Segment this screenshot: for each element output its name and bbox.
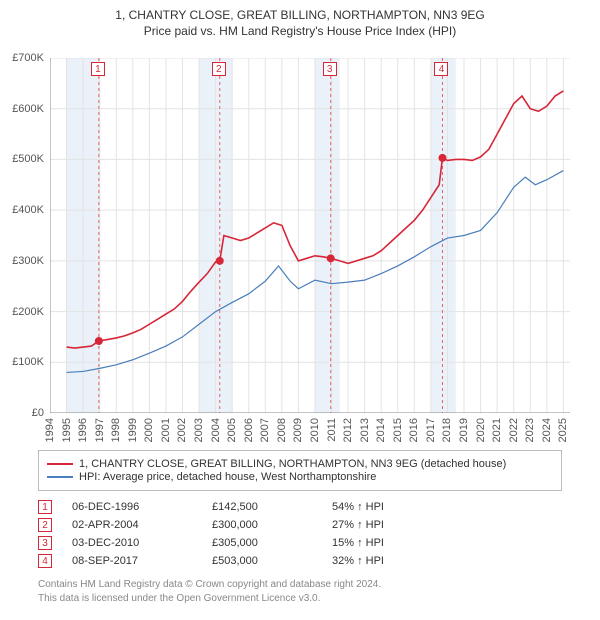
x-tick-label: 1999 [127, 418, 139, 442]
sales-row-date: 08-SEP-2017 [72, 555, 212, 567]
x-tick-label: 1997 [94, 418, 106, 442]
sale-badge: 3 [323, 62, 337, 76]
x-tick-label: 2012 [342, 418, 354, 442]
sales-row-date: 03-DEC-2010 [72, 537, 212, 549]
sales-row-pct: 54% ↑ HPI [332, 501, 492, 513]
y-tick-label: £200K [0, 306, 44, 318]
y-tick-label: £400K [0, 204, 44, 216]
x-tick-label: 2020 [475, 418, 487, 442]
sale-marker-dot [95, 337, 103, 345]
x-tick-label: 2011 [326, 418, 338, 442]
x-tick-label: 2018 [441, 418, 453, 442]
sales-row-price: £300,000 [212, 519, 332, 531]
legend-swatch [47, 476, 73, 478]
sales-row-date: 06-DEC-1996 [72, 501, 212, 513]
x-tick-label: 2021 [491, 418, 503, 442]
sales-row-badge: 4 [38, 554, 52, 568]
sale-badge: 2 [212, 62, 226, 76]
x-tick-label: 2022 [508, 418, 520, 442]
x-tick-label: 2013 [359, 418, 371, 442]
sales-row-pct: 15% ↑ HPI [332, 537, 492, 549]
y-tick-label: £100K [0, 356, 44, 368]
x-tick-label: 2004 [210, 418, 222, 442]
x-tick-label: 2005 [226, 418, 238, 442]
x-tick-label: 2023 [524, 418, 536, 442]
x-tick-label: 2000 [143, 418, 155, 442]
sale-marker-dot [216, 257, 224, 265]
title-subtitle: Price paid vs. HM Land Registry's House … [0, 24, 600, 38]
sales-row: 1 06-DEC-1996£142,50054% ↑ HPI [38, 498, 492, 516]
x-tick-label: 2006 [243, 418, 255, 442]
sale-badge: 1 [91, 62, 105, 76]
sales-row: 2 02-APR-2004£300,00027% ↑ HPI [38, 516, 492, 534]
sales-row-price: £305,000 [212, 537, 332, 549]
x-tick-label: 2001 [160, 418, 172, 442]
sales-row-badge: 3 [38, 536, 52, 550]
sale-marker-dot [327, 254, 335, 262]
sales-row-pct: 32% ↑ HPI [332, 555, 492, 567]
x-tick-label: 2014 [375, 418, 387, 442]
legend-row: 1, CHANTRY CLOSE, GREAT BILLING, NORTHAM… [47, 458, 553, 470]
x-tick-label: 2008 [276, 418, 288, 442]
y-tick-label: £500K [0, 153, 44, 165]
sale-badge: 4 [434, 62, 448, 76]
sales-row-badge: 2 [38, 518, 52, 532]
chart-svg [50, 58, 570, 413]
y-tick-label: £0 [0, 407, 44, 419]
chart-area: £0£100K£200K£300K£400K£500K£600K£700K199… [50, 58, 570, 413]
legend-row: HPI: Average price, detached house, West… [47, 471, 553, 483]
x-tick-label: 1995 [61, 418, 73, 442]
legend-label: 1, CHANTRY CLOSE, GREAT BILLING, NORTHAM… [79, 458, 506, 470]
x-tick-label: 2003 [193, 418, 205, 442]
sale-marker-dot [438, 154, 446, 162]
x-tick-label: 2017 [425, 418, 437, 442]
x-tick-label: 2007 [259, 418, 271, 442]
x-tick-label: 2025 [557, 418, 569, 442]
x-tick-label: 2015 [392, 418, 404, 442]
sales-table: 1 06-DEC-1996£142,50054% ↑ HPI 2 02-APR-200… [38, 498, 492, 570]
sales-row-price: £503,000 [212, 555, 332, 567]
legend-swatch [47, 463, 73, 465]
sales-row: 3 03-DEC-2010£305,00015% ↑ HPI [38, 534, 492, 552]
sales-row-date: 02-APR-2004 [72, 519, 212, 531]
title-block: 1, CHANTRY CLOSE, GREAT BILLING, NORTHAM… [0, 0, 600, 42]
x-tick-label: 2016 [408, 418, 420, 442]
footer-line1: Contains HM Land Registry data © Crown c… [38, 578, 381, 592]
x-tick-label: 2009 [292, 418, 304, 442]
sales-row-badge: 1 [38, 500, 52, 514]
x-tick-label: 2002 [176, 418, 188, 442]
footer-line2: This data is licensed under the Open Gov… [38, 592, 381, 606]
sales-row-price: £142,500 [212, 501, 332, 513]
x-tick-label: 1998 [110, 418, 122, 442]
sales-row-pct: 27% ↑ HPI [332, 519, 492, 531]
title-address: 1, CHANTRY CLOSE, GREAT BILLING, NORTHAM… [0, 8, 600, 22]
legend-label: HPI: Average price, detached house, West… [79, 471, 376, 483]
chart-container: 1, CHANTRY CLOSE, GREAT BILLING, NORTHAM… [0, 0, 600, 620]
legend-box: 1, CHANTRY CLOSE, GREAT BILLING, NORTHAM… [38, 450, 562, 491]
x-tick-label: 1996 [77, 418, 89, 442]
y-tick-label: £700K [0, 52, 44, 64]
y-tick-label: £600K [0, 103, 44, 115]
x-tick-label: 2024 [541, 418, 553, 442]
chart-band [431, 58, 456, 413]
footer-attribution: Contains HM Land Registry data © Crown c… [38, 578, 381, 605]
x-tick-label: 1994 [44, 418, 56, 442]
x-tick-label: 2019 [458, 418, 470, 442]
sales-row: 4 08-SEP-2017£503,00032% ↑ HPI [38, 552, 492, 570]
chart-band [315, 58, 340, 413]
y-tick-label: £300K [0, 255, 44, 267]
x-tick-label: 2010 [309, 418, 321, 442]
